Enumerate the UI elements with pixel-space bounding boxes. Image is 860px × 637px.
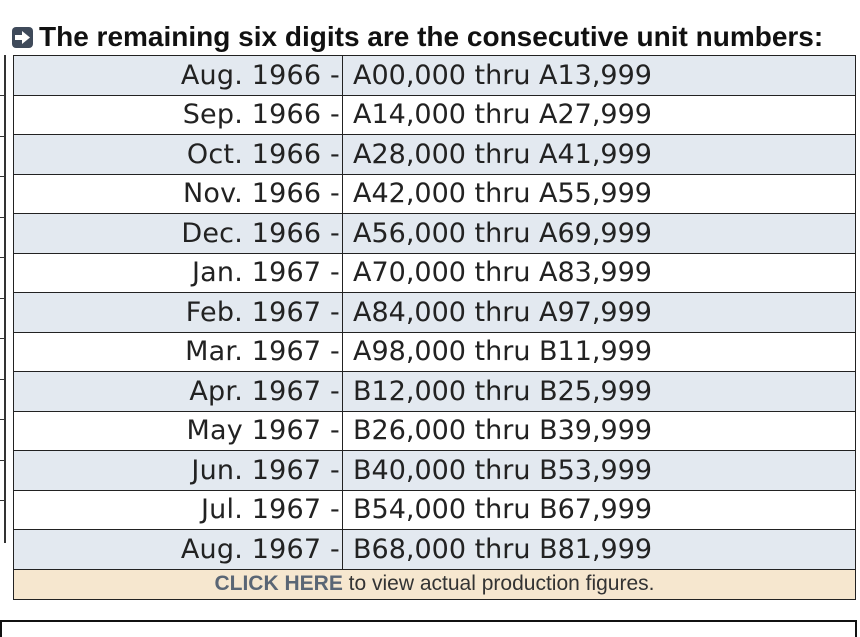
unit-range-cell: A00,000 thru A13,999 (342, 55, 856, 96)
unit-range-cell: A42,000 thru A55,999 (342, 173, 856, 214)
arrow-right-icon (12, 26, 33, 48)
month-cell: Nov. 1966 - (13, 173, 343, 214)
table-row: Aug. 1967 - B68,000 thru B81,999 (13, 529, 856, 570)
table-row: Aug. 1966 - A00,000 thru A13,999 (13, 55, 856, 96)
table-row: Oct. 1966 - A28,000 thru A41,999 (13, 134, 856, 175)
heading-text: The remaining six digits are the consecu… (39, 21, 824, 52)
month-cell: Jan. 1967 - (13, 252, 343, 293)
adjacent-table-edge (0, 55, 6, 543)
table-row: Jul. 1967 - B54,000 thru B67,999 (13, 489, 856, 530)
month-cell: Mar. 1967 - (13, 331, 343, 372)
month-cell: May 1967 - (13, 410, 343, 451)
table-row: Nov. 1966 - A42,000 thru A55,999 (13, 173, 856, 214)
unit-range-cell: A28,000 thru A41,999 (342, 134, 856, 175)
unit-range-cell: B12,000 thru B25,999 (342, 371, 856, 412)
unit-range-cell: A56,000 thru A69,999 (342, 213, 856, 254)
section-heading: The remaining six digits are the consecu… (12, 20, 823, 54)
table-row: May 1967 - B26,000 thru B39,999 (13, 410, 856, 451)
unit-range-cell: A70,000 thru A83,999 (342, 252, 856, 293)
production-link-cell: CLICK HERE to view actual production fig… (13, 568, 856, 600)
month-cell: Feb. 1967 - (13, 292, 343, 333)
month-cell: Aug. 1967 - (13, 529, 343, 570)
next-section-box (0, 620, 857, 637)
unit-range-cell: A98,000 thru B11,999 (342, 331, 856, 372)
unit-range-cell: B54,000 thru B67,999 (342, 489, 856, 530)
month-cell: Aug. 1966 - (13, 55, 343, 96)
month-cell: Dec. 1966 - (13, 213, 343, 254)
footer-text: to view actual production figures. (342, 572, 655, 595)
table-row: Mar. 1967 - A98,000 thru B11,999 (13, 331, 856, 372)
table-row: Jan. 1967 - A70,000 thru A83,999 (13, 252, 856, 293)
month-cell: Apr. 1967 - (13, 371, 343, 412)
month-cell: Oct. 1966 - (13, 134, 343, 175)
unit-range-cell: B68,000 thru B81,999 (342, 529, 856, 570)
production-link-row: CLICK HERE to view actual production fig… (13, 568, 856, 600)
month-cell: Jun. 1967 - (13, 450, 343, 491)
table-row: Feb. 1967 - A84,000 thru A97,999 (13, 292, 856, 333)
table-row: Jun. 1967 - B40,000 thru B53,999 (13, 450, 856, 491)
month-cell: Jul. 1967 - (13, 489, 343, 530)
unit-range-cell: A14,000 thru A27,999 (342, 94, 856, 135)
click-here-link[interactable]: CLICK HERE (214, 572, 343, 595)
table-row: Apr. 1967 - B12,000 thru B25,999 (13, 371, 856, 412)
unit-range-cell: B26,000 thru B39,999 (342, 410, 856, 451)
table-row: Dec. 1966 - A56,000 thru A69,999 (13, 213, 856, 254)
unit-range-cell: A84,000 thru A97,999 (342, 292, 856, 333)
unit-numbers-table: Aug. 1966 - A00,000 thru A13,999 Sep. 1966… (13, 55, 856, 600)
month-cell: Sep. 1966 - (13, 94, 343, 135)
table-row: Sep. 1966 - A14,000 thru A27,999 (13, 94, 856, 135)
unit-range-cell: B40,000 thru B53,999 (342, 450, 856, 491)
